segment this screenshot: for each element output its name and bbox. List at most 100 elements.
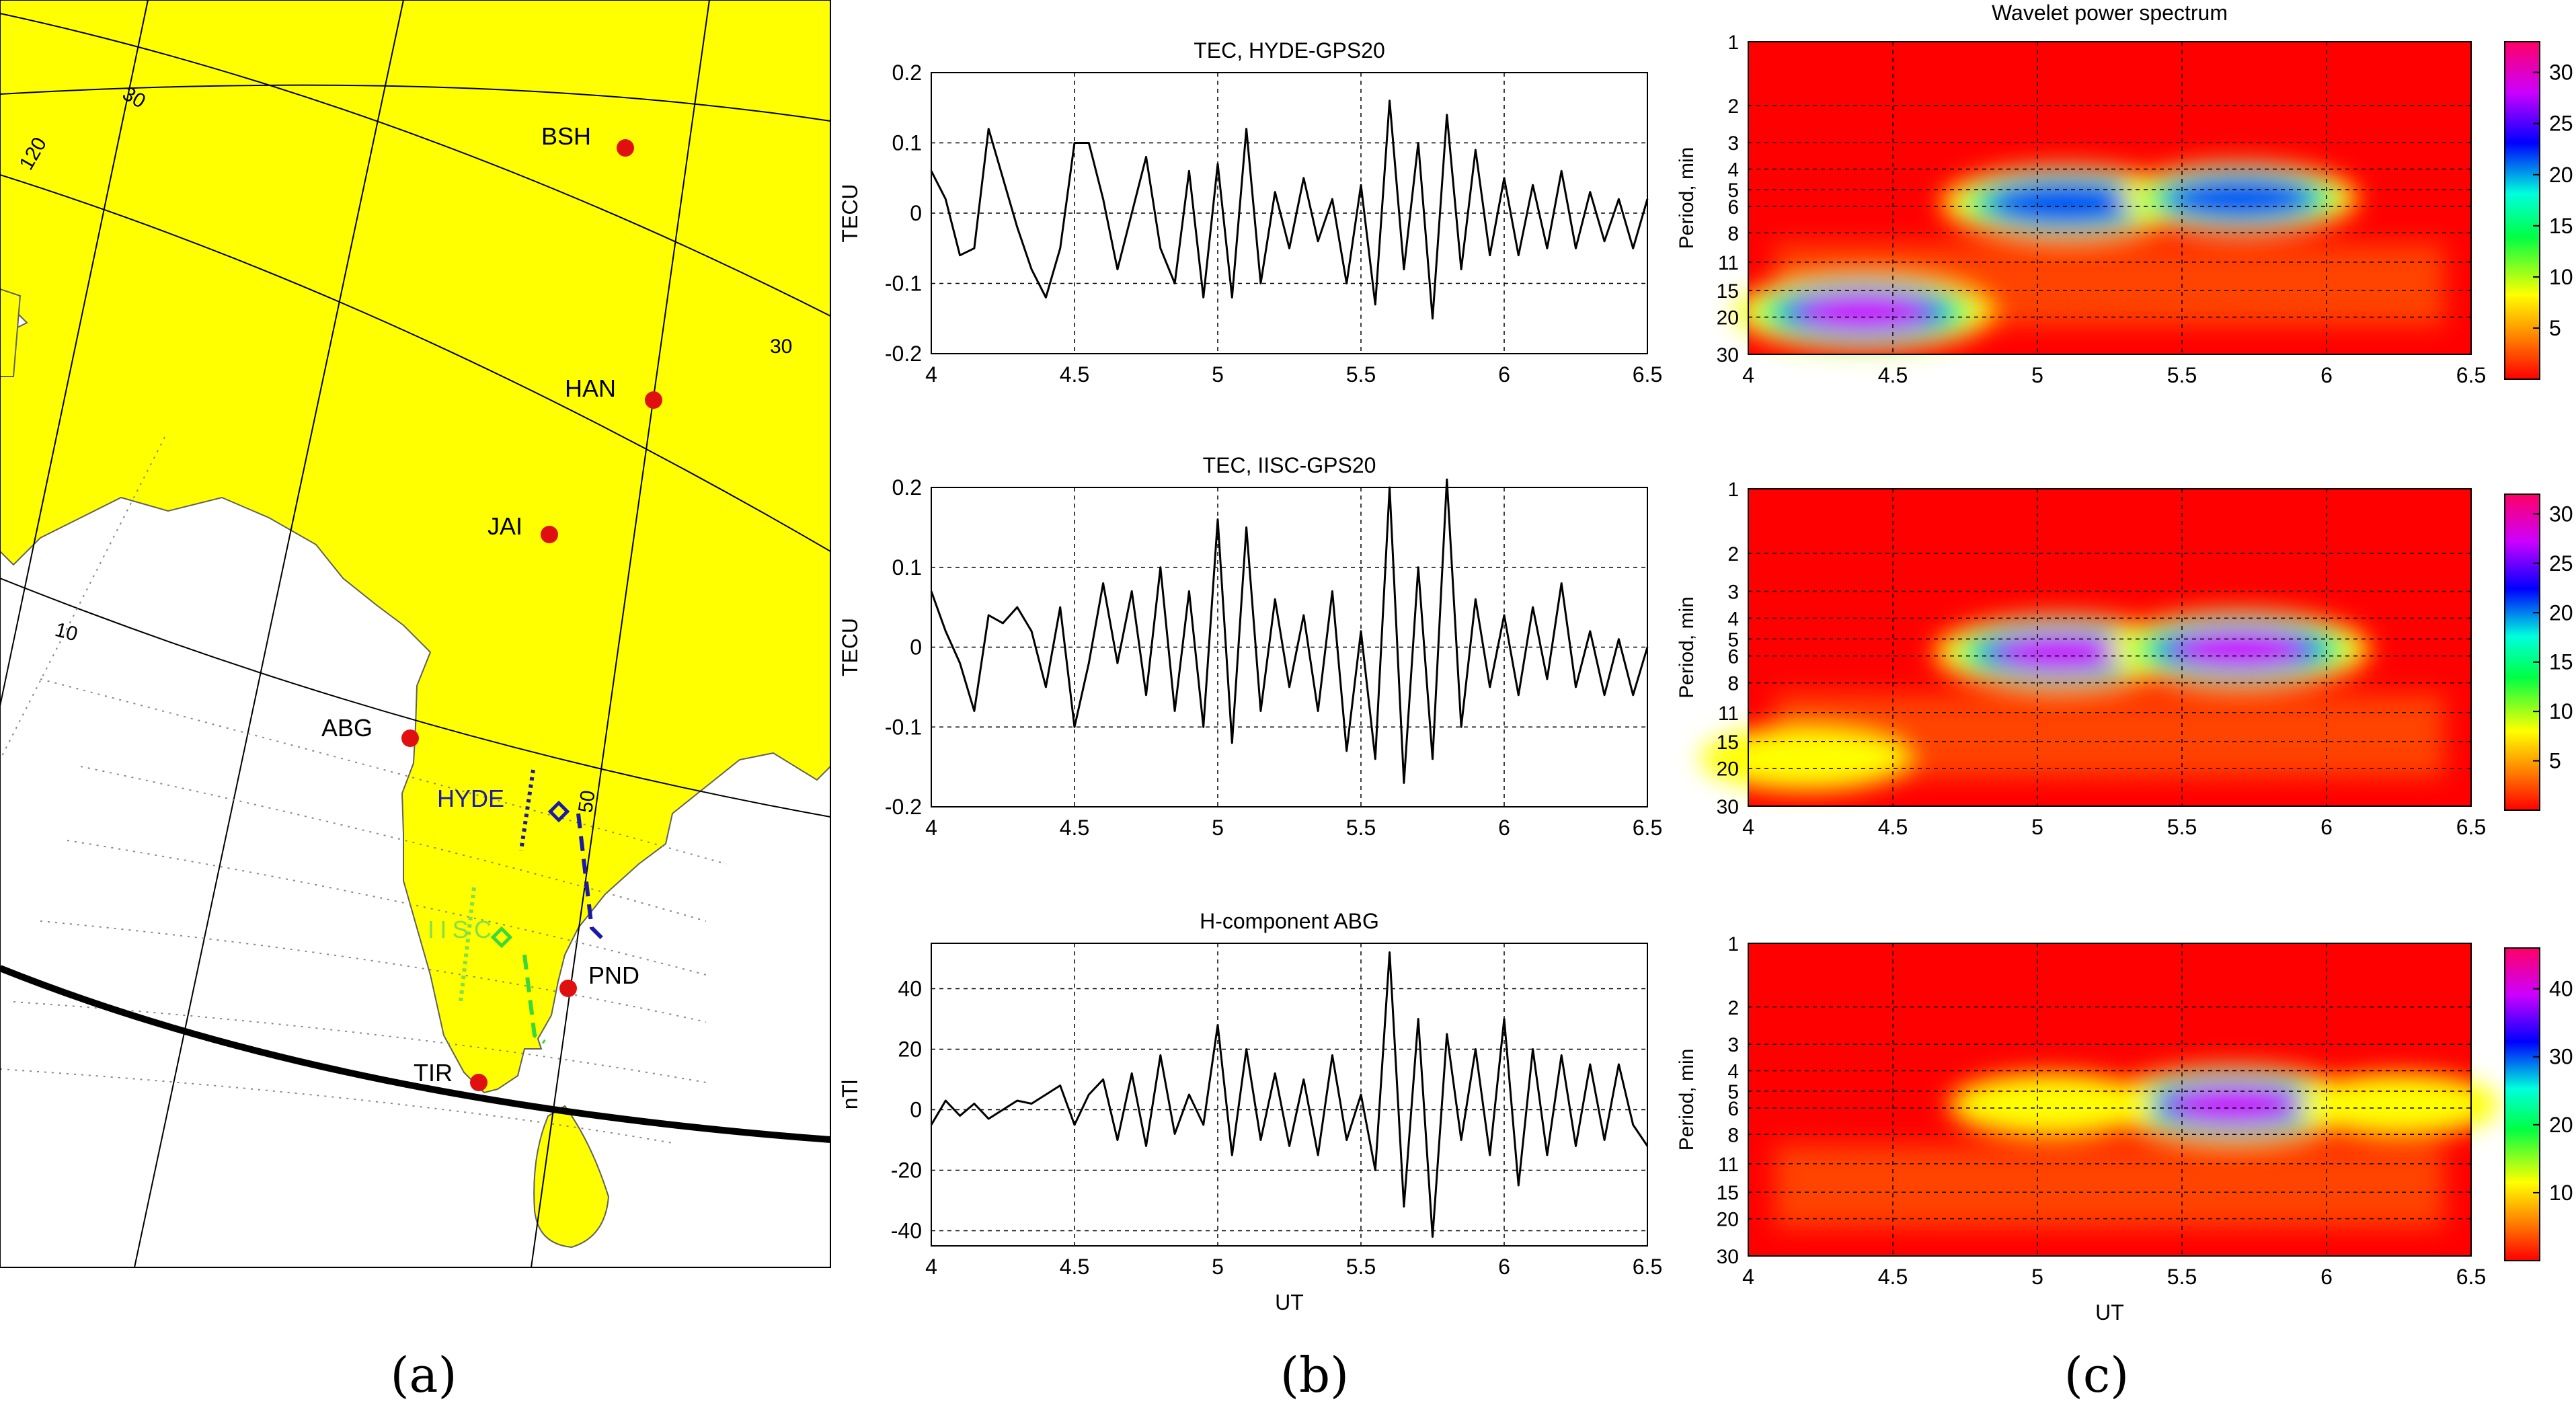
colorbar-tick-label: 25 bbox=[2549, 551, 2573, 576]
y-tick-label: 0 bbox=[910, 635, 922, 660]
station-dot-jai bbox=[541, 526, 558, 543]
y-tick-label: -0.2 bbox=[885, 795, 922, 819]
x-tick-label: 6 bbox=[1498, 816, 1510, 840]
heatmap-blob bbox=[1800, 293, 1928, 331]
station-label-abg: ABG bbox=[321, 714, 373, 742]
y-tick-label: 0.1 bbox=[892, 555, 922, 580]
heatmap-blob bbox=[1984, 179, 2149, 228]
y-tick-label: 0 bbox=[910, 1098, 922, 1122]
y-tick-label: 0 bbox=[910, 201, 922, 225]
x-tick-label: 4.5 bbox=[1060, 362, 1089, 387]
heatmap-blob bbox=[1949, 1073, 2155, 1136]
series-line bbox=[930, 951, 1649, 1238]
y-tick-label: 6 bbox=[1727, 1098, 1739, 1120]
y-tick-label: 11 bbox=[1718, 252, 1739, 274]
plot-frame bbox=[1748, 41, 2472, 355]
y-tick-label: 1 bbox=[1727, 479, 1739, 501]
y-tick-label: -0.1 bbox=[885, 715, 922, 739]
x-tick-label: 6.5 bbox=[2456, 363, 2486, 387]
x-tick-label: 5.5 bbox=[2167, 815, 2197, 839]
x-axis-label: UT bbox=[2095, 1300, 2124, 1325]
y-tick-label: -20 bbox=[891, 1158, 922, 1183]
x-tick-label: 6.5 bbox=[1633, 1255, 1662, 1279]
y-tick-label: -0.1 bbox=[885, 272, 922, 296]
map-land bbox=[0, 0, 830, 1094]
heatmap-blob bbox=[2170, 1086, 2298, 1124]
y-tick-label: 20 bbox=[898, 1037, 922, 1062]
heatmap-blob bbox=[1998, 634, 2123, 671]
station-label-bsh: BSH bbox=[541, 122, 591, 150]
caption-c: (c) bbox=[2064, 1347, 2130, 1403]
y-tick-label: 20 bbox=[1717, 1209, 1739, 1231]
y-tick-label: 3 bbox=[1727, 581, 1739, 603]
chart-title: Wavelet power spectrum bbox=[1992, 1, 2228, 25]
x-tick-label: 5 bbox=[1212, 1255, 1224, 1279]
station-dot-bsh bbox=[617, 139, 634, 157]
receiver-label-hyde: HYDE bbox=[437, 785, 504, 812]
heatmap-blob bbox=[2176, 631, 2304, 668]
x-tick-label: 5 bbox=[1212, 816, 1224, 840]
station-label-jai: JAI bbox=[487, 512, 522, 540]
y-axis-label: Period, min bbox=[1676, 1049, 1698, 1151]
x-tick-label: 4 bbox=[925, 1255, 937, 1279]
colorbar bbox=[2504, 947, 2540, 1261]
x-axis-label: UT bbox=[1275, 1290, 1304, 1314]
line-chart-2: 4 4.5 5 5.5 6 6.5 0.2 0.1 0 -0.1 -0.2 TEC, IISC-GPS… bbox=[838, 453, 1662, 840]
colorbar-tick-label: 25 bbox=[2549, 112, 2573, 136]
y-tick-label: 15 bbox=[1717, 280, 1739, 303]
y-tick-label: 0.1 bbox=[892, 131, 922, 155]
y-axis-label: TECU bbox=[838, 618, 862, 676]
line-chart-1: 4 4.5 5 5.5 6 6.5 0.2 0.1 0 -0.1 -0.2 TEC, HYDE-GPS… bbox=[838, 38, 1662, 387]
x-tick-label: 4.5 bbox=[1878, 363, 1908, 387]
y-tick-label: 30 bbox=[1717, 796, 1739, 818]
station-markers bbox=[401, 139, 662, 1091]
colorbar-tick-label: 40 bbox=[2549, 977, 2573, 1001]
y-axis-label: Period, min bbox=[1676, 147, 1698, 249]
charts-layer: 4 4.5 5 5.5 6 6.5 0.2 0.1 0 -0.1 -0.2 TEC, HYDE-GPS… bbox=[838, 1, 2573, 1325]
map-panel: 120 30 30 10 50 BSH HAN JAI ABG PND TIR bbox=[0, 0, 830, 1267]
heatmap-blob-group bbox=[1700, 611, 2444, 791]
colorbar-tick-label: 10 bbox=[2549, 699, 2573, 723]
y-tick-label: 2 bbox=[1727, 543, 1739, 565]
y-tick-label: 5 bbox=[1727, 629, 1739, 651]
y-tick-label: 4 bbox=[1727, 608, 1739, 630]
heatmap-band bbox=[1775, 1145, 2444, 1228]
grid-label-50: 50 bbox=[574, 789, 599, 814]
y-tick-label: 8 bbox=[1727, 673, 1739, 695]
series-line bbox=[930, 100, 1649, 320]
y-tick-label: 15 bbox=[1717, 1182, 1739, 1204]
y-tick-label: 11 bbox=[1718, 1154, 1739, 1176]
x-tick-label: 6.5 bbox=[1633, 816, 1662, 840]
y-tick-label: 2 bbox=[1727, 997, 1739, 1019]
x-tick-label: 4 bbox=[1742, 363, 1754, 387]
heatmap-blob-group bbox=[1733, 163, 2444, 351]
y-axis-label: Period, min bbox=[1676, 596, 1698, 699]
grid-label-30-right: 30 bbox=[770, 336, 792, 358]
colorbar-tick-label: 15 bbox=[2549, 650, 2573, 674]
y-tick-label: 4 bbox=[1727, 159, 1739, 182]
y-tick-label: 20 bbox=[1717, 307, 1739, 329]
y-tick-label: 5 bbox=[1727, 1081, 1739, 1103]
x-tick-label: 4.5 bbox=[1060, 816, 1089, 840]
y-tick-label: 30 bbox=[1717, 344, 1739, 366]
x-tick-label: 5 bbox=[2031, 363, 2043, 387]
y-tick-label: -40 bbox=[891, 1219, 922, 1243]
plot-frame bbox=[1748, 488, 2472, 807]
colorbar-tick-label: 30 bbox=[2549, 61, 2573, 85]
line-chart-3: 4 4.5 5 5.5 6 6.5 40 20 0 -20 -40 H-component ABG nT… bbox=[838, 909, 1662, 1314]
y-tick-label: 3 bbox=[1727, 132, 1739, 155]
colorbar-tick-label: 15 bbox=[2549, 214, 2573, 238]
x-tick-label: 6 bbox=[2320, 363, 2333, 387]
x-tick-label: 5.5 bbox=[1346, 816, 1376, 840]
x-tick-label: 6 bbox=[2320, 815, 2333, 839]
x-tick-label: 4 bbox=[1742, 815, 1754, 839]
colorbar-tick-label: 20 bbox=[2549, 600, 2573, 625]
x-tick-label: 5 bbox=[2031, 1265, 2043, 1289]
y-tick-label: 8 bbox=[1727, 223, 1739, 245]
x-tick-label: 5.5 bbox=[1346, 1255, 1376, 1279]
y-tick-label: 6 bbox=[1727, 196, 1739, 219]
heatmap-blob bbox=[1700, 726, 1912, 791]
y-tick-label: 0.2 bbox=[892, 475, 922, 500]
